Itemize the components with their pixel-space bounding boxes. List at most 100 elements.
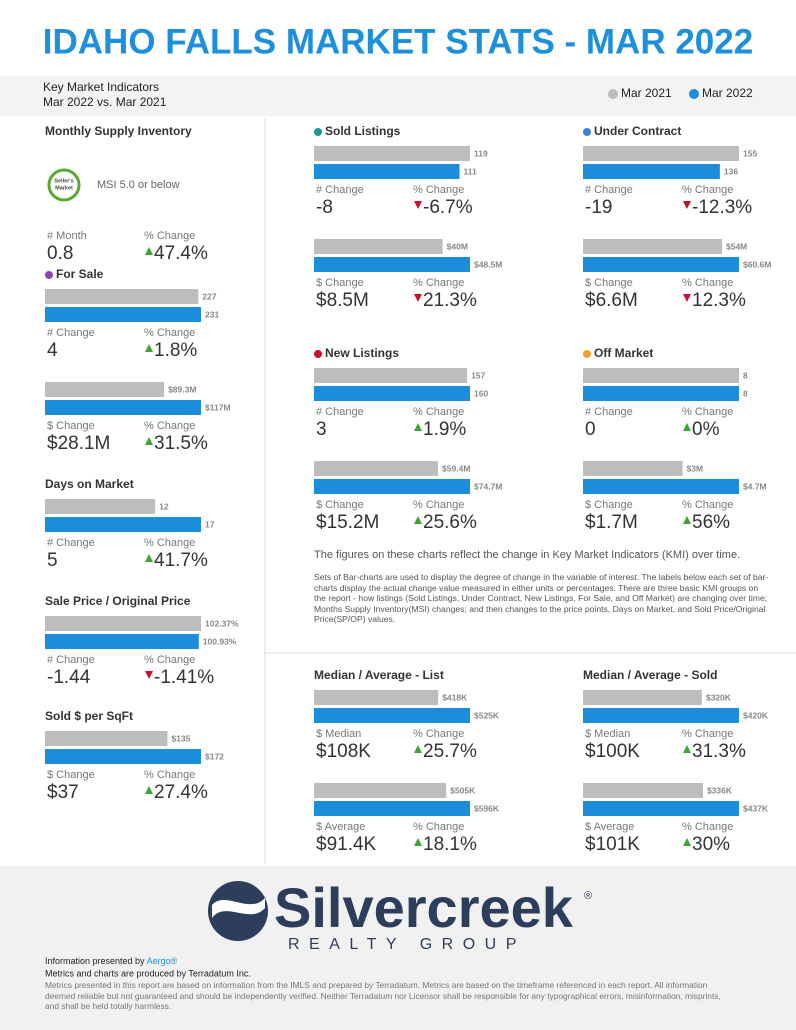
- footer-text: Metrics and charts are produced by Terra…: [45, 968, 251, 978]
- footer-text: Information presented by: [45, 956, 145, 966]
- bar-label: $4.7M: [743, 481, 767, 491]
- pct-value: 12.3%: [692, 290, 746, 311]
- bar: [314, 783, 447, 798]
- legend-swatch: [608, 89, 618, 99]
- logo-name: Silvercreek: [274, 876, 574, 939]
- change-label: $ Change: [47, 420, 95, 432]
- bar: [45, 289, 199, 304]
- pct-value: 1.9%: [423, 419, 466, 440]
- change-value: $28.1M: [47, 433, 110, 454]
- bar-label: $418K: [442, 692, 468, 702]
- change-arrow: [414, 516, 422, 524]
- logo-swoosh: [212, 898, 265, 918]
- bar-label: $437K: [743, 803, 769, 813]
- bar-label: $74.7M: [474, 481, 502, 491]
- change-label: # Change: [47, 537, 95, 549]
- bar: [314, 257, 470, 272]
- change-value: $37: [47, 782, 79, 803]
- section-title: Days on Market: [45, 477, 134, 491]
- change-value: -19: [585, 197, 612, 218]
- pct-value: 27.4%: [154, 782, 208, 803]
- change-label: $ Median: [316, 728, 361, 740]
- subtitle: Mar 2022 vs. Mar 2021: [43, 95, 167, 109]
- pct-value: 31.3%: [692, 741, 746, 762]
- section-title: Sold $ per SqFt: [45, 709, 133, 723]
- pct-label: % Change: [144, 654, 195, 666]
- change-value: $91.4K: [316, 834, 377, 855]
- bar: [45, 307, 201, 322]
- change-arrow: [145, 554, 153, 562]
- pct-value: 41.7%: [154, 550, 208, 571]
- change-arrow: [414, 294, 422, 302]
- bar: [314, 708, 470, 723]
- pct-label: % Change: [682, 406, 733, 418]
- change-label: $ Change: [585, 499, 633, 511]
- section-title: Median / Average - Sold: [583, 668, 717, 682]
- pct-label: % Change: [413, 821, 464, 833]
- footer-band: [0, 866, 796, 1030]
- bar: [583, 257, 739, 272]
- bar-label: $336K: [707, 785, 733, 795]
- pct-label: % Change: [144, 327, 195, 339]
- bar-label: 157: [471, 370, 485, 380]
- bar: [583, 461, 683, 476]
- bar: [45, 616, 201, 631]
- pct-label: % Change: [144, 230, 195, 242]
- change-label: # Change: [47, 654, 95, 666]
- change-value: 5: [47, 550, 58, 571]
- explanation-body: Sets of Bar-charts are used to display t…: [314, 572, 769, 625]
- change-arrow: [145, 437, 153, 445]
- section-dot: [583, 350, 591, 358]
- logo-mark: ®: [584, 890, 592, 902]
- bar: [314, 368, 468, 383]
- change-arrow: [145, 671, 153, 679]
- bar: [45, 499, 156, 514]
- pct-label: % Change: [413, 406, 464, 418]
- bar-label: $320K: [706, 692, 732, 702]
- badge-text: Market: [55, 185, 73, 191]
- change-value: -1.44: [47, 667, 91, 688]
- change-label: $ Average: [316, 821, 365, 833]
- change-label: # Change: [316, 184, 364, 196]
- change-arrow: [414, 201, 422, 209]
- bar: [314, 146, 470, 161]
- bar-label: $89.3M: [168, 384, 196, 394]
- bar-label: 8: [743, 370, 748, 380]
- bar-label: 231: [205, 309, 219, 319]
- pct-label: % Change: [682, 821, 733, 833]
- change-value: 3: [316, 419, 327, 440]
- footer-text: Information presented by Aergo®: [45, 956, 178, 966]
- section-title: Monthly Supply Inventory: [45, 124, 192, 138]
- change-arrow: [683, 201, 691, 209]
- legend-swatch: [689, 89, 699, 99]
- bar: [45, 400, 201, 415]
- logo: Silvercreek ® REALTY GROUP: [208, 876, 592, 953]
- section-dot: [314, 128, 322, 136]
- change-label: $ Change: [316, 277, 364, 289]
- title: IDAHO FALLS MARKET STATS - MAR 2022: [43, 22, 753, 61]
- change-arrow: [414, 423, 422, 431]
- bar-label: 119: [474, 148, 488, 158]
- header-band: [0, 76, 796, 116]
- bar-label: 102.37%: [205, 618, 239, 628]
- bar: [583, 368, 739, 383]
- pct-value: 25.6%: [423, 512, 477, 533]
- section-title: Sold Listings: [325, 124, 401, 138]
- bar: [314, 690, 439, 705]
- pct-value: -1.41%: [154, 667, 214, 688]
- pct-label: % Change: [144, 769, 195, 781]
- legend-label: Mar 2022: [702, 86, 753, 100]
- change-value: $108K: [316, 741, 371, 762]
- subtitle: Key Market Indicators: [43, 80, 159, 94]
- change-value: $15.2M: [316, 512, 379, 533]
- bar: [314, 164, 460, 179]
- change-label: # Change: [585, 184, 633, 196]
- bar-label: 111: [464, 166, 478, 176]
- bar-label: $505K: [450, 785, 476, 795]
- pct-value: 25.7%: [423, 741, 477, 762]
- section-title: Median / Average - List: [314, 668, 444, 682]
- pct-value: -6.7%: [423, 197, 473, 218]
- pct-value: 1.8%: [154, 340, 197, 361]
- bar: [583, 164, 720, 179]
